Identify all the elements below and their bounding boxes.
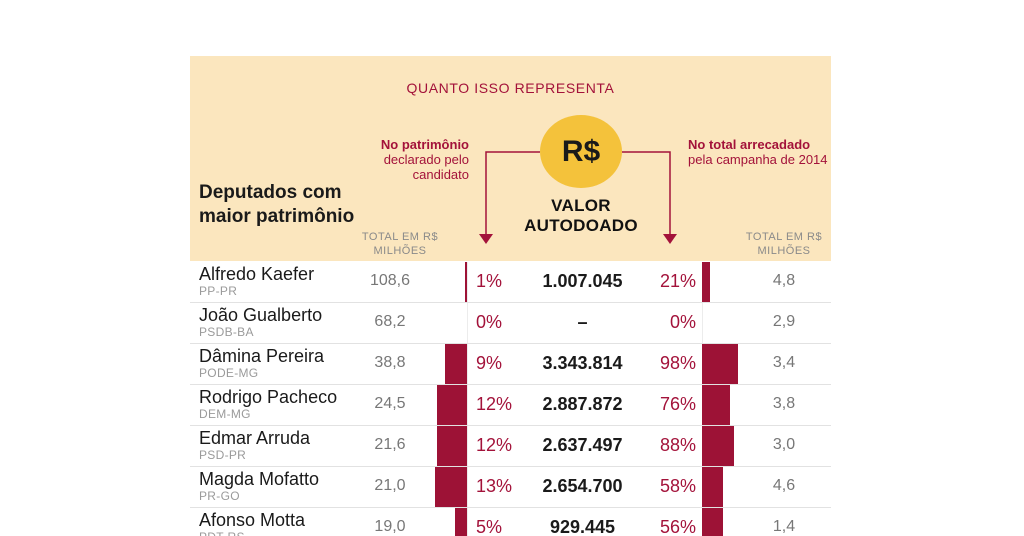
center-label: VALOR AUTODOADO — [524, 196, 638, 235]
valor-autodoado: 2.654.700 — [542, 476, 623, 496]
patrimonio-value: 38,8 — [374, 354, 406, 371]
arrecadado-value: 3,8 — [772, 395, 796, 412]
column-divider — [467, 426, 468, 466]
arrecadado-bar — [702, 508, 723, 536]
pct-arrecadado-label: 76% — [659, 394, 696, 414]
party-label: PSD-PR — [199, 448, 247, 462]
pct-arrecadado-label: 98% — [659, 353, 696, 373]
arrecadado-value: 4,6 — [772, 477, 796, 494]
arrecadado-value: 1,4 — [772, 518, 796, 535]
table-row: Dâmina Pereira PODE-MG 38,8 9% 3.343.814 98% 3… — [190, 344, 831, 385]
party-label: DEM-MG — [199, 407, 251, 421]
pct-patrimonio-label: 12% — [476, 394, 513, 414]
valor-autodoado: – — [577, 312, 588, 332]
pct-arrecadado-label: 0% — [669, 312, 696, 332]
column-divider — [702, 303, 703, 343]
arrecadado-bar — [702, 467, 724, 507]
arrecadado-value: 2,9 — [772, 313, 796, 330]
pct-patrimonio-label: 1% — [476, 271, 503, 291]
arrecadado-bar — [702, 344, 738, 384]
patrimonio-value: 24,5 — [374, 395, 406, 412]
unit-label-right: TOTAL EM R$ MILHÕES — [745, 231, 823, 257]
valor-autodoado: 3.343.814 — [542, 353, 623, 373]
deputy-name: Rodrigo Pacheco — [199, 387, 338, 407]
table-row: Afonso MottaPDT-RS 19,0 5% 929.445 56% 1,4 — [190, 508, 831, 536]
pct-arrecadado-label: 56% — [659, 517, 696, 536]
patrimonio-value: 21,0 — [374, 477, 406, 494]
patrimonio-bar — [444, 344, 467, 384]
arrecadado-bar — [702, 426, 735, 466]
table-row: Alfredo Kaefer PP-PR 108,6 1% 1.007.045 21% 4,… — [190, 262, 831, 303]
column-divider — [467, 385, 468, 425]
header-panel: QUANTO ISSO REPRESENTA R$ VALOR AUTODOAD… — [190, 56, 831, 261]
deputy-name: Magda Mofatto — [199, 469, 320, 489]
pct-arrecadado-label: 58% — [659, 476, 696, 496]
party-label: PP-PR — [199, 284, 238, 298]
party-label: PR-GO — [199, 489, 240, 503]
patrimonio-bar — [454, 508, 467, 536]
arrecadado-bar — [702, 385, 730, 425]
pct-patrimonio-label: 0% — [476, 312, 503, 332]
party-label: PSDB-BA — [199, 325, 254, 339]
deputy-name: Alfredo Kaefer — [199, 264, 315, 284]
valor-autodoado: 1.007.045 — [542, 271, 623, 291]
arrecadado-bar — [702, 262, 710, 302]
column-divider — [467, 303, 468, 343]
right-column-note: No total arrecadado pela campanha de 201… — [688, 137, 828, 167]
column-divider — [467, 508, 468, 536]
party-label: PODE-MG — [199, 366, 259, 380]
patrimonio-bar — [437, 426, 467, 466]
pct-patrimonio-label: 5% — [476, 517, 503, 536]
arrecadado-value: 3,0 — [772, 436, 796, 453]
table-title: Deputados com maior patrimônio — [199, 182, 355, 227]
party-label: PDT-RS — [199, 531, 245, 536]
table-row: Rodrigo Pacheco DEM-MG 24,5 12% 2.887.872 76%… — [190, 385, 831, 426]
pct-patrimonio-label: 9% — [476, 353, 503, 373]
deputy-name: Afonso Motta — [199, 510, 306, 530]
table-row: Edmar Arruda PSD-PR 21,6 12% 2.637.497 88% 3,0 — [190, 426, 831, 467]
patrimonio-bar — [435, 467, 467, 507]
patrimonio-value: 108,6 — [369, 272, 411, 289]
arrecadado-value: 3,4 — [772, 354, 796, 371]
left-column-note: No patrimônio declarado pelo candidato — [380, 137, 469, 182]
pct-arrecadado-label: 88% — [659, 435, 696, 455]
column-divider — [467, 467, 468, 507]
valor-autodoado: 929.445 — [549, 517, 616, 536]
bracket-arrows — [479, 151, 677, 244]
table-row: João Gualberto PSDB-BA 68,2 0% – 0% 2,9 — [190, 303, 831, 344]
pct-patrimonio-label: 13% — [476, 476, 513, 496]
deputy-name: Edmar Arruda — [199, 428, 311, 448]
valor-autodoado: 2.887.872 — [542, 394, 623, 414]
coin-icon: R$ — [540, 115, 622, 188]
pct-arrecadado-label: 21% — [659, 271, 696, 291]
patrimonio-bar — [437, 385, 467, 425]
deputy-name: Dâmina Pereira — [199, 346, 325, 366]
deputy-name: João Gualberto — [199, 305, 323, 325]
pct-patrimonio-label: 12% — [476, 435, 513, 455]
section-title: QUANTO ISSO REPRESENTA — [406, 80, 615, 96]
table-row: Magda Mofatto PR-GO 21,0 13% 2.654.700 58% 4,6 — [190, 467, 831, 508]
arrecadado-value: 4,8 — [772, 272, 796, 289]
column-divider — [467, 344, 468, 384]
column-divider — [467, 262, 468, 302]
table-body: Alfredo Kaefer PP-PR 108,6 1% 1.007.045 21% 4,… — [190, 262, 831, 536]
patrimonio-bar — [464, 262, 467, 302]
patrimonio-value: 21,6 — [374, 436, 406, 453]
unit-label-left: TOTAL EM R$ MILHÕES — [361, 231, 439, 257]
valor-autodoado: 2.637.497 — [542, 435, 623, 455]
patrimonio-value: 68,2 — [374, 313, 406, 330]
patrimonio-value: 19,0 — [374, 518, 406, 535]
infographic-card: QUANTO ISSO REPRESENTA R$ VALOR AUTODOAD… — [190, 56, 831, 536]
